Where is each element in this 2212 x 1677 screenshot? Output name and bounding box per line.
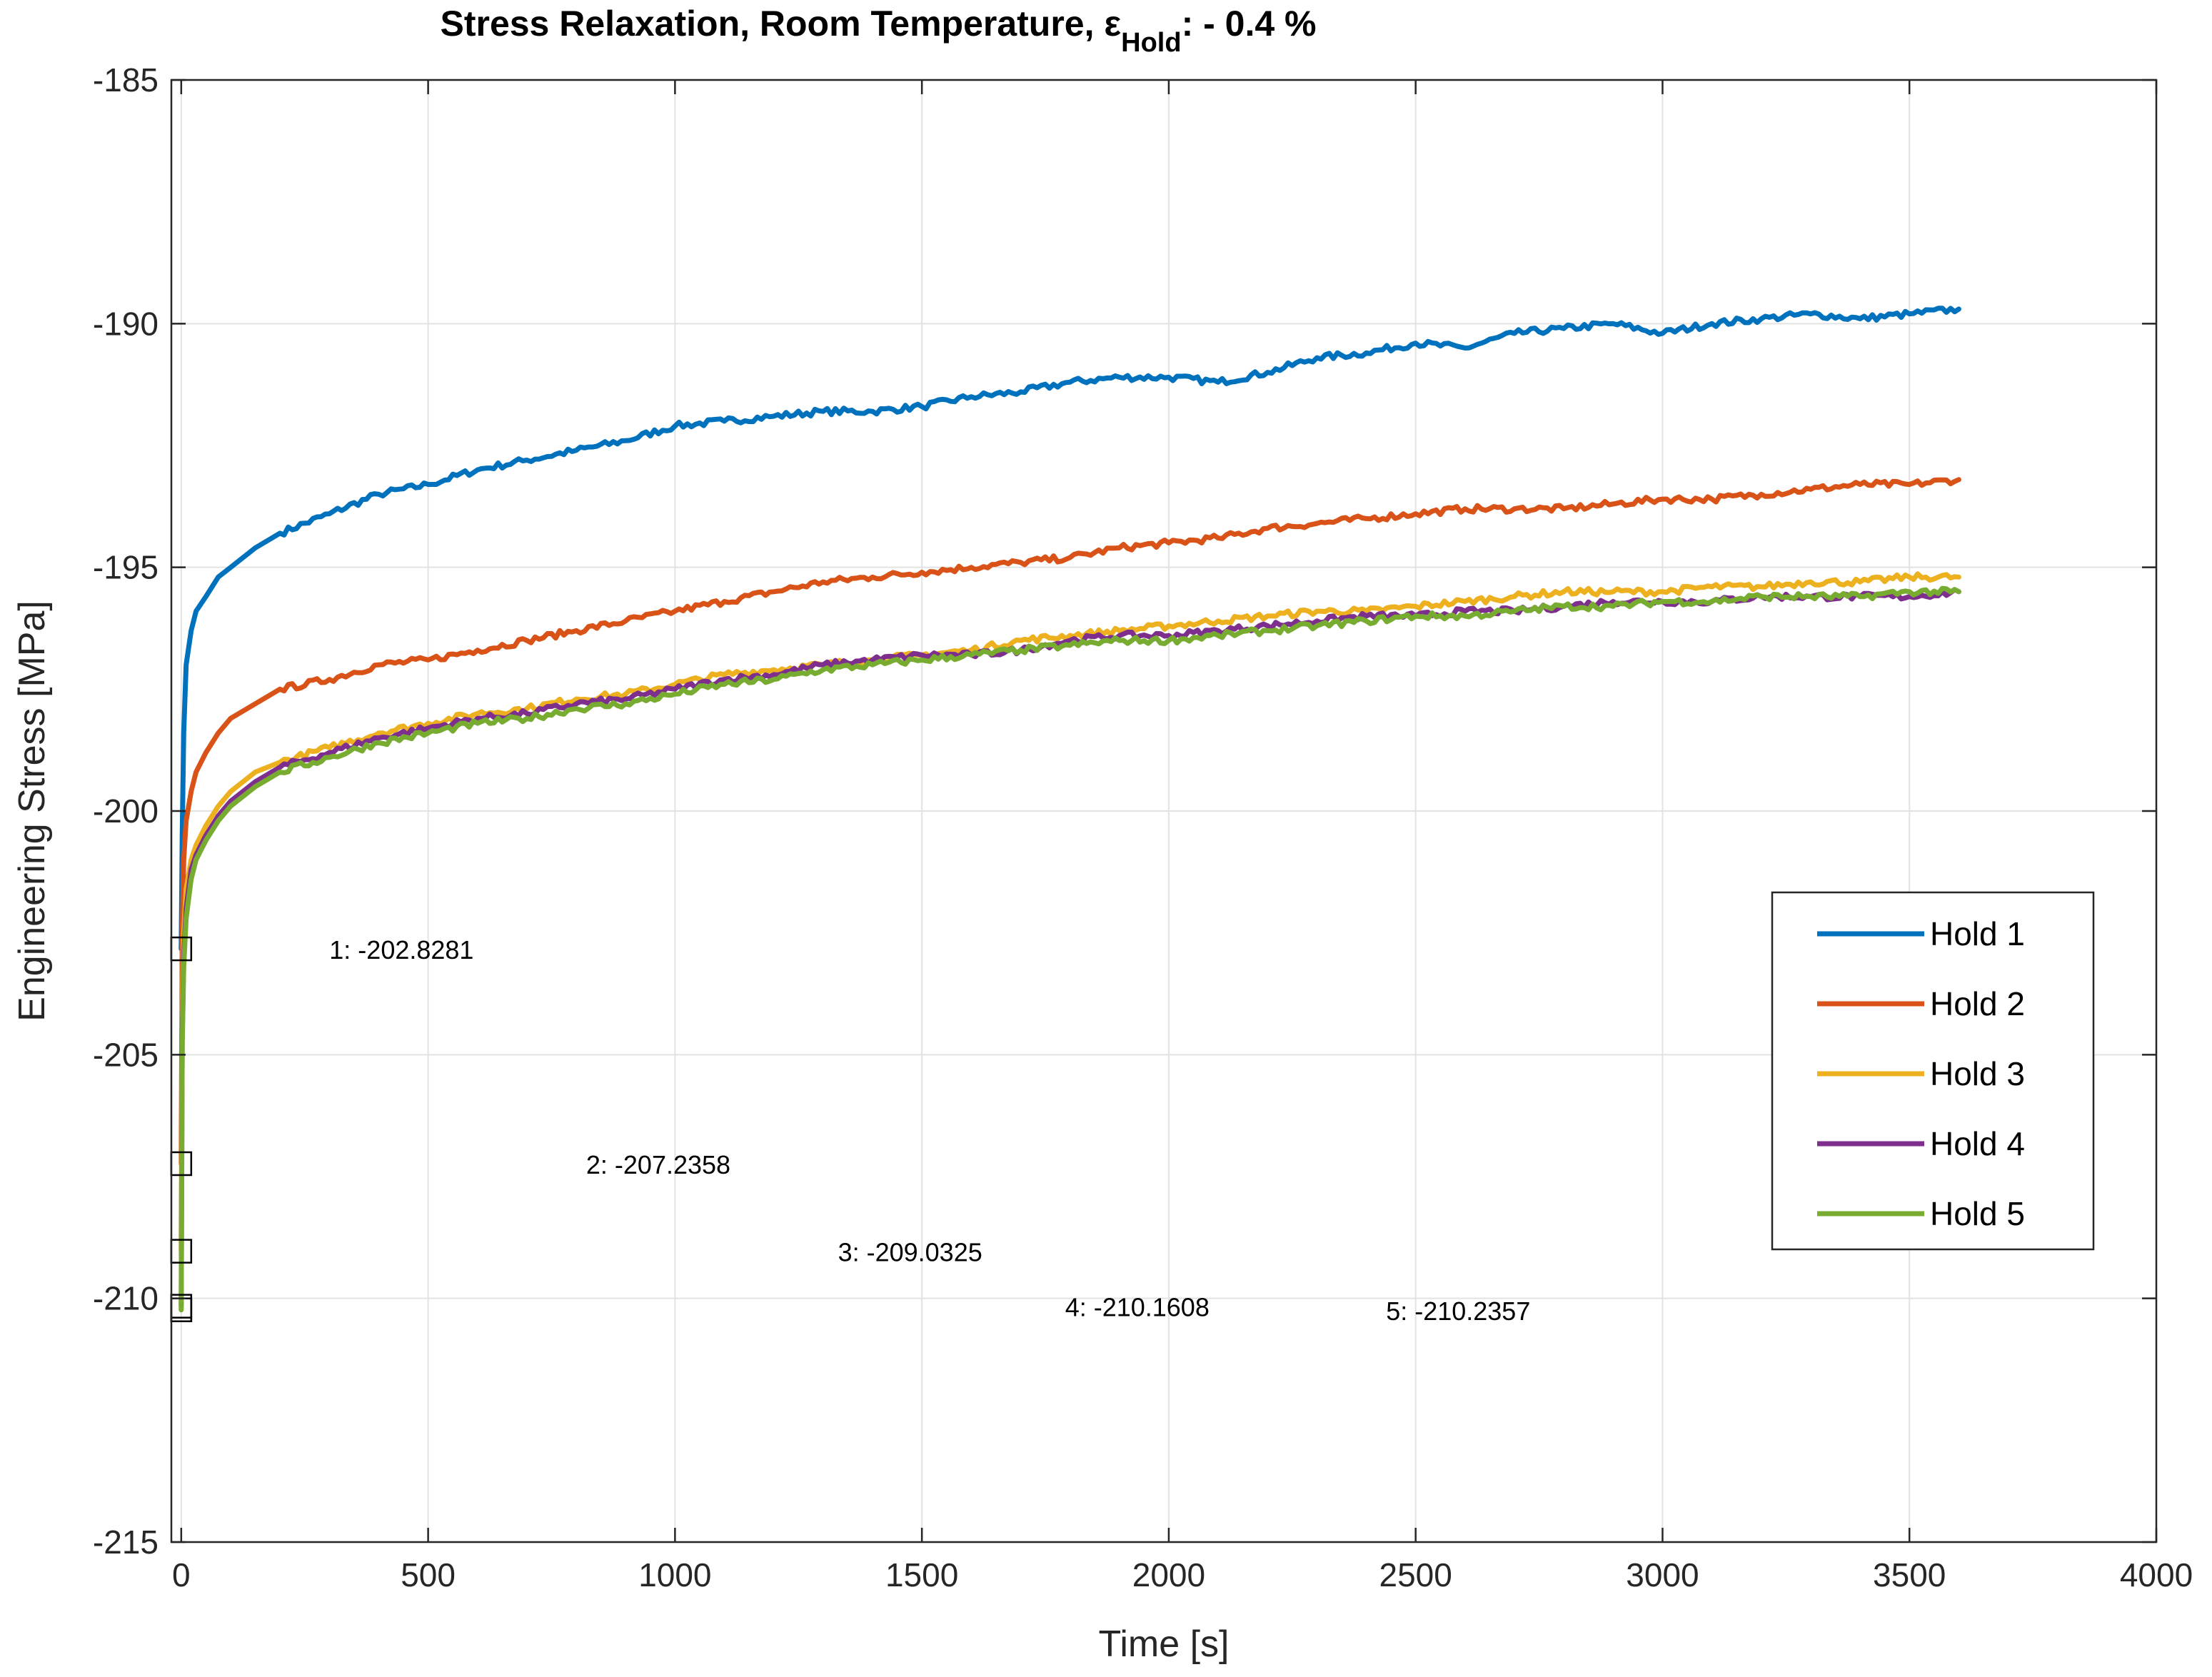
chart-title-suffix: : - 0.4 % <box>1182 4 1317 44</box>
y-tick-label: -195 <box>93 549 159 586</box>
data-series <box>179 306 1961 1313</box>
legend: Hold 1 Hold 2 Hold 3 Hold 4 Hold 5 <box>1771 891 2095 1251</box>
data-annotation-5: 4: -210.1608 <box>1065 1293 1210 1322</box>
x-axis-label: Time [s] <box>1099 1623 1230 1665</box>
data-annotation-6: 5: -210.2357 <box>1386 1296 1530 1326</box>
data-annotation-3: 3: -209.0325 <box>838 1238 982 1267</box>
legend-label-hold-5: Hold 5 <box>1930 1195 2025 1232</box>
data-annotation-2: 2: -207.2358 <box>586 1150 730 1179</box>
y-tick-label: -190 <box>93 305 159 342</box>
legend-box <box>1771 891 2095 1251</box>
y-tick-label: -200 <box>93 792 159 830</box>
x-tick-label: 4000 <box>2120 1556 2193 1593</box>
y-axis-ticks: -215 -210 -205 -200 -195 -190 -185 <box>93 61 2156 1561</box>
y-tick-label: -205 <box>93 1036 159 1073</box>
x-tick-label: 2500 <box>1379 1556 1452 1593</box>
x-axis-ticks: 0 500 1000 1500 2000 2500 3000 3500 4000 <box>172 80 2193 1593</box>
x-tick-label: 2000 <box>1132 1556 1205 1593</box>
x-tick-label: 1000 <box>638 1556 711 1593</box>
series-line-hold-5 <box>179 585 1961 1313</box>
legend-label-hold-2: Hold 2 <box>1930 985 2025 1022</box>
y-tick-label: -185 <box>93 61 159 99</box>
x-tick-label: 3000 <box>1626 1556 1699 1593</box>
series-line-hold-2 <box>179 477 1961 1167</box>
chart-title: Stress Relaxation, Room Temperature, εHo… <box>440 4 1316 58</box>
x-tick-label: 0 <box>172 1556 191 1593</box>
y-tick-label: -210 <box>93 1280 159 1317</box>
x-tick-label: 3500 <box>1873 1556 1946 1593</box>
series-line-hold-1 <box>179 306 1961 952</box>
series-line-hold-4 <box>179 587 1961 1309</box>
legend-label-hold-1: Hold 1 <box>1930 915 2025 952</box>
x-tick-label: 500 <box>401 1556 456 1593</box>
y-tick-label: -215 <box>93 1524 159 1561</box>
chart-title-main: Stress Relaxation, Room Temperature, ε <box>440 4 1121 44</box>
data-annotation-1: 1: -202.8281 <box>329 935 473 965</box>
legend-label-hold-4: Hold 4 <box>1930 1125 2025 1162</box>
y-axis-label: Engineering Stress [MPa] <box>11 600 53 1022</box>
data-annotations: 1: -202.8281 2: -207.2358 3: -209.0325 4: -… <box>329 935 1530 1326</box>
x-tick-label: 1500 <box>885 1556 958 1593</box>
legend-label-hold-3: Hold 3 <box>1930 1055 2025 1092</box>
chart-title-subscript: Hold <box>1121 28 1181 58</box>
legend-items: Hold 1 Hold 2 Hold 3 Hold 4 Hold 5 <box>1817 915 2025 1232</box>
